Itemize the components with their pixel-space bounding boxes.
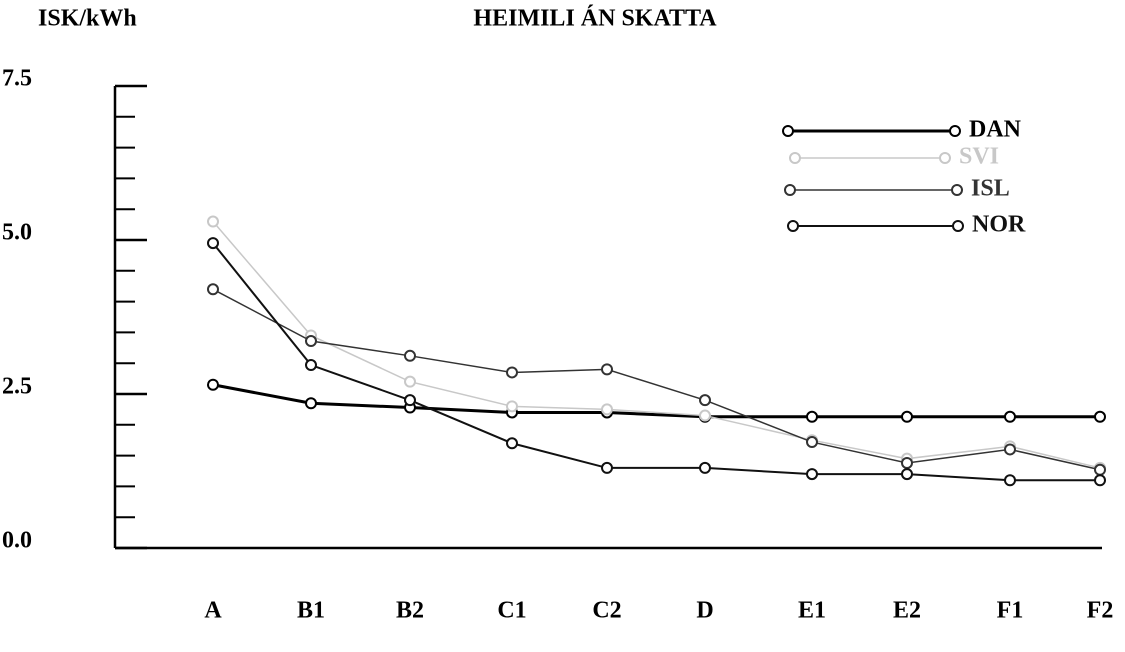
y-tick-label: 2.5 [2, 374, 32, 400]
x-tick-label: E2 [893, 598, 921, 624]
legend-label: DAN [969, 117, 1022, 143]
point [1004, 474, 1016, 487]
x-tick-label: F1 [997, 598, 1024, 624]
x-tick-label: D [696, 598, 713, 624]
legend-marker [939, 152, 951, 164]
series-line [212, 383, 1100, 419]
x-tick-label: A [204, 598, 222, 624]
x-tick-label: C2 [592, 598, 621, 624]
series-line [212, 288, 1101, 471]
y-axis-label: ISK/kWh [38, 6, 137, 32]
legend-marker [782, 125, 794, 137]
point [1094, 474, 1106, 487]
point [901, 410, 913, 423]
point [207, 215, 219, 228]
point [601, 363, 613, 376]
y-tick-label: 7.5 [2, 66, 32, 92]
point [404, 394, 416, 407]
series-line [212, 242, 1100, 482]
legend-marker [789, 152, 801, 164]
point [305, 397, 317, 410]
point [207, 283, 219, 296]
legend-marker [952, 220, 964, 232]
x-tick-label: B1 [297, 598, 325, 624]
point [1094, 410, 1106, 423]
point [404, 349, 416, 362]
point [1004, 443, 1016, 456]
point [699, 394, 711, 407]
series-line [212, 221, 1101, 469]
point [1094, 463, 1106, 476]
point [404, 375, 416, 388]
point [806, 436, 818, 449]
point [305, 359, 317, 372]
point [601, 403, 613, 416]
legend-marker [951, 184, 963, 196]
point [901, 468, 913, 481]
legend-marker [949, 125, 961, 137]
legend-label: SVI [959, 144, 999, 170]
x-tick-label: E1 [798, 598, 826, 624]
point [506, 437, 518, 450]
point [699, 461, 711, 474]
legend-label: ISL [971, 176, 1010, 202]
legend-marker [787, 220, 799, 232]
y-tick-label: 0.0 [2, 528, 32, 554]
x-tick-label: C1 [497, 598, 526, 624]
legend-label: NOR [972, 212, 1026, 238]
point [207, 378, 219, 391]
y-tick-label: 5.0 [2, 220, 32, 246]
point [1004, 410, 1016, 423]
point [506, 400, 518, 413]
point [806, 468, 818, 481]
point [901, 456, 913, 469]
x-tick-label: F2 [1087, 598, 1114, 624]
point [506, 366, 518, 379]
legend-marker [784, 184, 796, 196]
point [207, 237, 219, 250]
point [305, 335, 317, 348]
x-tick-label: B2 [396, 598, 424, 624]
point [806, 410, 818, 423]
chart-title: HEIMILI ÁN SKATTA [473, 6, 717, 32]
point [601, 461, 613, 474]
point [699, 409, 711, 422]
